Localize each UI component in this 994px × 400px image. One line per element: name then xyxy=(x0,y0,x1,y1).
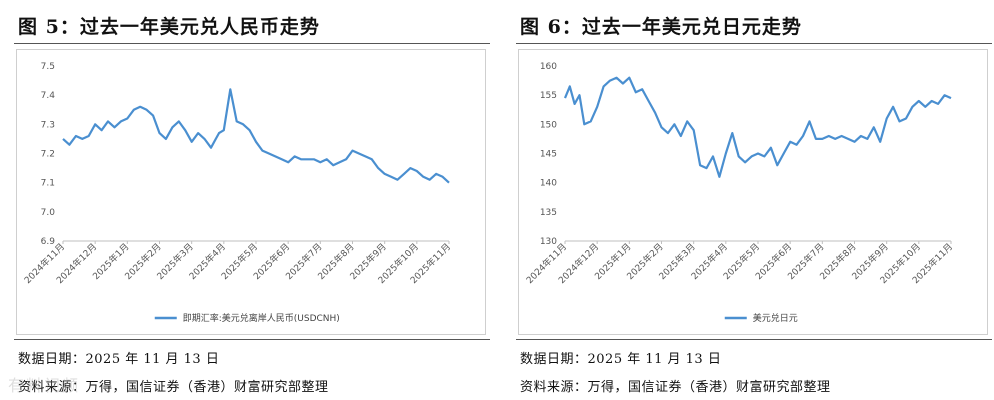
y-tick-label: 7.1 xyxy=(41,179,55,189)
chart-panel-usdjpy: 图 6：过去一年美元兑日元走势 130 135 140 145 150 155 160 202… xyxy=(516,0,992,400)
y-tick-label: 145 xyxy=(540,150,557,160)
chart-panel-usdcnh: 图 5：过去一年美元兑人民币走势 6.9 7.0 7.1 7.2 7.3 7.4 7.5 20… xyxy=(14,0,490,400)
y-tick-label: 160 xyxy=(540,62,557,72)
data-date-note: 数据日期：2025 年 11 月 13 日 xyxy=(18,352,220,367)
title-divider xyxy=(14,43,490,44)
y-tick-label: 6.9 xyxy=(41,237,56,247)
title-divider xyxy=(516,43,992,44)
figure-title: 图 6：过去一年美元兑日元走势 xyxy=(520,16,802,38)
usdjpy-line-chart: 1301351401451501551602024年11月2024年12月202… xyxy=(524,62,956,324)
chart-frame: 130 135 140 145 150 155 160 2024年11月 2024年12月 202… xyxy=(518,49,988,335)
source-note: 资料来源：万得，国信证券（香港）财富研究部整理 xyxy=(520,380,831,395)
legend-label: 即期汇率:美元兑离岸人民币(USDCNH) xyxy=(183,312,340,324)
y-tick-label: 7.0 xyxy=(41,208,56,218)
y-tick-label: 7.3 xyxy=(41,120,55,130)
footer-divider xyxy=(14,339,490,340)
series-line xyxy=(62,88,450,184)
y-tick-label: 135 xyxy=(540,208,557,218)
y-tick-label: 150 xyxy=(540,120,557,130)
footer-divider xyxy=(516,339,992,340)
legend-label: 美元兑日元 xyxy=(753,312,798,324)
usdcnh-line-chart: 6.97.07.17.27.37.47.52024年11月2024年12月202… xyxy=(22,62,454,324)
y-tick-label: 140 xyxy=(540,179,557,189)
y-tick-label: 7.5 xyxy=(41,62,55,72)
y-tick-label: 7.2 xyxy=(41,150,55,160)
y-tick-label: 155 xyxy=(540,91,557,101)
watermark: 有料视频 xyxy=(8,376,81,395)
y-tick-label: 7.4 xyxy=(41,91,56,101)
series-line xyxy=(563,76,952,178)
y-tick-label: 130 xyxy=(540,237,557,247)
data-date-note: 数据日期：2025 年 11 月 13 日 xyxy=(520,352,722,367)
figure-title: 图 5：过去一年美元兑人民币走势 xyxy=(18,16,320,38)
chart-frame: 6.9 7.0 7.1 7.2 7.3 7.4 7.5 2024年11月 2024年12月 202… xyxy=(16,49,486,335)
source-note: 资料来源：万得，国信证券（香港）财富研究部整理 xyxy=(18,380,329,395)
